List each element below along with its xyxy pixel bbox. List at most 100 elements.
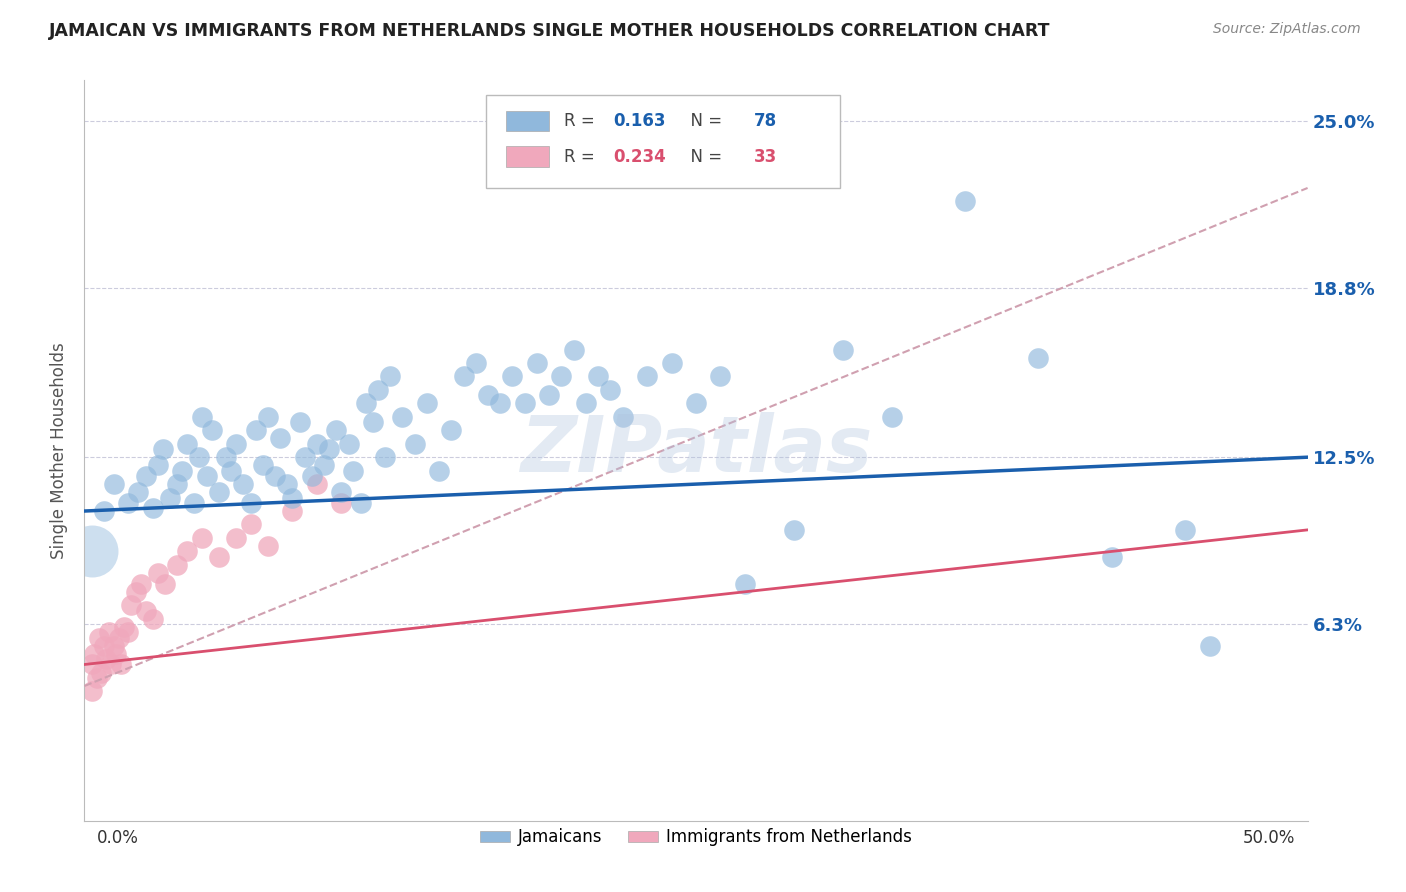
Point [80, 657, 103, 672]
Point [330, 496, 353, 510]
Point [453, 369, 475, 384]
Point [97, 625, 120, 640]
Point [80, 544, 103, 558]
Point [440, 423, 463, 437]
Point [87, 631, 110, 645]
Bar [506, 146, 550, 167]
Point [239, 496, 262, 510]
Point [380, 369, 402, 384]
Point [318, 442, 340, 456]
Point [1198, 639, 1220, 653]
Point [276, 477, 298, 491]
Point [191, 409, 214, 424]
Point [103, 477, 125, 491]
Point [225, 436, 247, 450]
Point [239, 517, 262, 532]
Point [342, 464, 364, 478]
Point [208, 485, 231, 500]
Point [117, 625, 139, 640]
Point [477, 388, 499, 402]
Point [367, 383, 389, 397]
Point [502, 369, 524, 384]
Point [208, 549, 231, 564]
Point [93, 639, 115, 653]
Point [188, 450, 211, 465]
Point [880, 409, 903, 424]
Point [195, 469, 218, 483]
Point [330, 485, 353, 500]
Point [80, 684, 103, 698]
Text: 50.0%: 50.0% [1243, 829, 1295, 847]
Point [416, 396, 439, 410]
Point [314, 458, 336, 473]
Point [374, 450, 396, 465]
Point [709, 369, 731, 384]
Point [225, 531, 247, 545]
Point [636, 369, 658, 384]
Point [245, 423, 267, 437]
Point [325, 423, 347, 437]
Y-axis label: Single Mother Households: Single Mother Households [51, 343, 69, 558]
Point [464, 356, 486, 370]
Text: Source: ZipAtlas.com: Source: ZipAtlas.com [1213, 22, 1361, 37]
Point [232, 477, 254, 491]
Point [301, 469, 323, 483]
Point [142, 612, 165, 626]
Point [153, 576, 176, 591]
Point [183, 496, 205, 510]
Point [112, 620, 135, 634]
Point [110, 657, 132, 672]
Point [219, 464, 242, 478]
Point [1174, 523, 1197, 537]
Point [354, 396, 377, 410]
Point [146, 566, 169, 580]
Point [281, 491, 304, 505]
Text: 78: 78 [754, 112, 776, 130]
Point [135, 604, 157, 618]
Point [135, 469, 157, 483]
Point [103, 639, 125, 653]
Point [257, 539, 280, 553]
Text: R =: R = [564, 147, 600, 166]
Text: 33: 33 [754, 147, 776, 166]
Point [831, 343, 853, 357]
Point [1101, 549, 1123, 564]
Point [661, 356, 683, 370]
Point [612, 409, 634, 424]
Point [1028, 351, 1050, 365]
Point [391, 409, 413, 424]
Point [953, 194, 976, 209]
Point [200, 423, 222, 437]
Point [526, 356, 548, 370]
Point [734, 576, 756, 591]
Point [337, 436, 360, 450]
Point [215, 450, 238, 465]
Point [96, 652, 118, 666]
Point [361, 415, 384, 429]
Text: 0.0%: 0.0% [97, 829, 138, 847]
Point [599, 383, 621, 397]
Point [685, 396, 707, 410]
Point [159, 491, 181, 505]
Point [107, 631, 129, 645]
Legend: Jamaicans, Immigrants from Netherlands: Jamaicans, Immigrants from Netherlands [474, 822, 918, 853]
Point [252, 458, 274, 473]
Point [105, 647, 128, 661]
Point [269, 431, 291, 445]
Point [83, 647, 105, 661]
Point [404, 436, 426, 450]
Point [264, 469, 287, 483]
Text: N =: N = [681, 147, 727, 166]
Point [257, 409, 280, 424]
Point [166, 477, 188, 491]
Point [281, 504, 304, 518]
Text: JAMAICAN VS IMMIGRANTS FROM NETHERLANDS SINGLE MOTHER HOUSEHOLDS CORRELATION CHA: JAMAICAN VS IMMIGRANTS FROM NETHERLANDS … [49, 22, 1050, 40]
Point [427, 464, 450, 478]
Point [783, 523, 806, 537]
Point [489, 396, 512, 410]
Point [146, 458, 169, 473]
Text: 0.163: 0.163 [613, 112, 665, 130]
Point [127, 485, 149, 500]
Point [129, 576, 152, 591]
Point [305, 477, 328, 491]
